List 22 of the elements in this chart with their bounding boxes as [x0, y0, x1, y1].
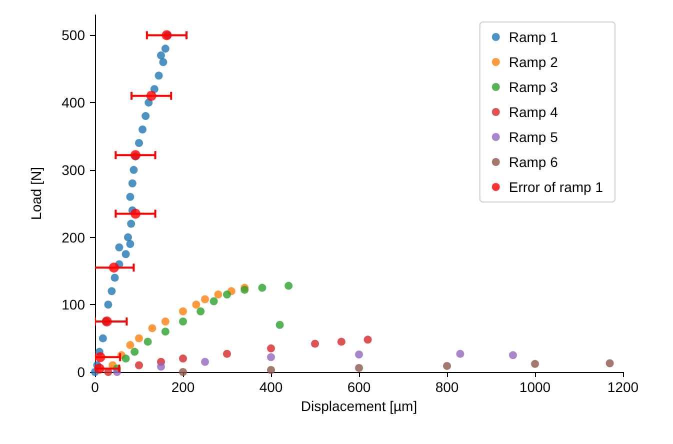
x-tick-label: 1000	[519, 379, 551, 395]
y-axis-title: Load [N]	[28, 167, 44, 220]
legend-label: Ramp 1	[508, 29, 558, 45]
x-tick-label: 600	[347, 379, 371, 395]
y-tick-label: 100	[62, 296, 86, 313]
legend-label: Ramp 6	[508, 154, 558, 170]
x-tick-label: 400	[259, 379, 283, 395]
x-tick-label: 800	[435, 379, 459, 395]
x-tick-label: 1200	[607, 379, 639, 395]
legend-label: Ramp 3	[508, 79, 558, 95]
legend-label: Ramp 2	[508, 54, 558, 70]
y-tick-label: 200	[62, 229, 86, 246]
y-tick-label: 400	[62, 94, 86, 111]
x-axis-title: Displacement [µm]	[300, 398, 418, 414]
legend-label: Ramp 5	[508, 129, 558, 145]
legend-label: Ramp 4	[508, 104, 558, 120]
x-tick-label: 0	[91, 379, 100, 395]
y-tick-label: 500	[62, 27, 86, 44]
y-tick-label: 300	[62, 162, 86, 178]
x-tick-label: 200	[171, 379, 195, 395]
legend-label: Error of ramp 1	[508, 179, 604, 195]
y-tick-label: 0	[77, 364, 86, 380]
